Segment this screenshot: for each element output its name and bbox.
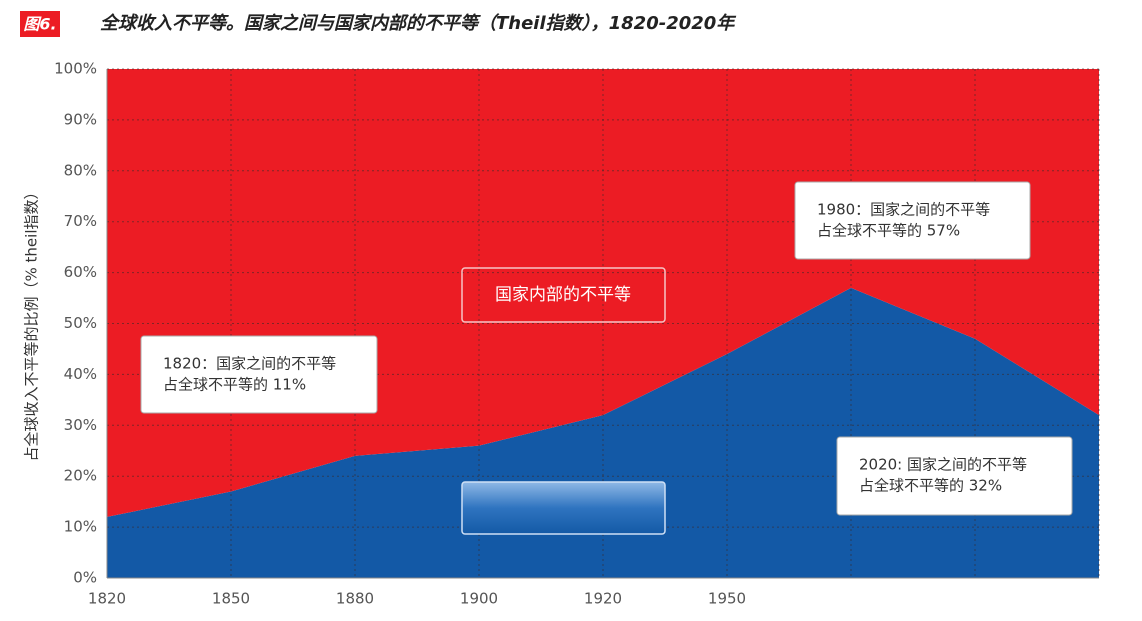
- y-tick-label: 10%: [64, 518, 97, 536]
- x-tick-label: 1880: [336, 590, 374, 608]
- annotation-text: 占全球不平等的 57%: [817, 222, 960, 240]
- x-tick-label: 1850: [212, 590, 250, 608]
- x-tick-label: 1820: [88, 590, 126, 608]
- badge-bg: [20, 11, 60, 37]
- annotation-text: 占全球不平等的 32%: [859, 477, 1002, 495]
- series-label-box: [461, 267, 666, 323]
- annotation-box: [140, 335, 378, 414]
- y-tick-label: 80%: [64, 161, 97, 179]
- y-tick-label: 100%: [54, 60, 97, 78]
- y-tick-label: 70%: [64, 212, 97, 230]
- annotation-box: [794, 181, 1031, 260]
- y-tick-label: 90%: [64, 110, 97, 128]
- annotation-text: 1980：国家之间的不平等: [817, 201, 990, 219]
- y-tick-label: 30%: [64, 416, 97, 434]
- blurred-label: [461, 481, 666, 535]
- y-tick-label: 60%: [64, 263, 97, 281]
- y-axis-label: 占全球收入不平等的比例（% theil指数）: [23, 185, 41, 462]
- y-tick-label: 50%: [64, 314, 97, 332]
- x-tick-label: 1920: [584, 590, 622, 608]
- x-tick-label: 1900: [460, 590, 498, 608]
- y-tick-label: 0%: [73, 569, 97, 587]
- series-label: 国家内部的不平等: [495, 285, 631, 305]
- badge: 图6.: [23, 15, 56, 34]
- annotation-text: 2020: 国家之间的不平等: [859, 456, 1027, 474]
- chart-title: 全球收入不平等。国家之间与国家内部的不平等（Theil指数），1820-2020…: [100, 13, 737, 34]
- y-tick-label: 40%: [64, 365, 97, 383]
- y-tick-label: 20%: [64, 467, 97, 485]
- x-tick-label: 1950: [708, 590, 746, 608]
- annotation-box: [836, 436, 1073, 516]
- annotation-text: 1820：国家之间的不平等: [163, 355, 336, 373]
- annotation-text: 占全球不平等的 11%: [163, 376, 306, 394]
